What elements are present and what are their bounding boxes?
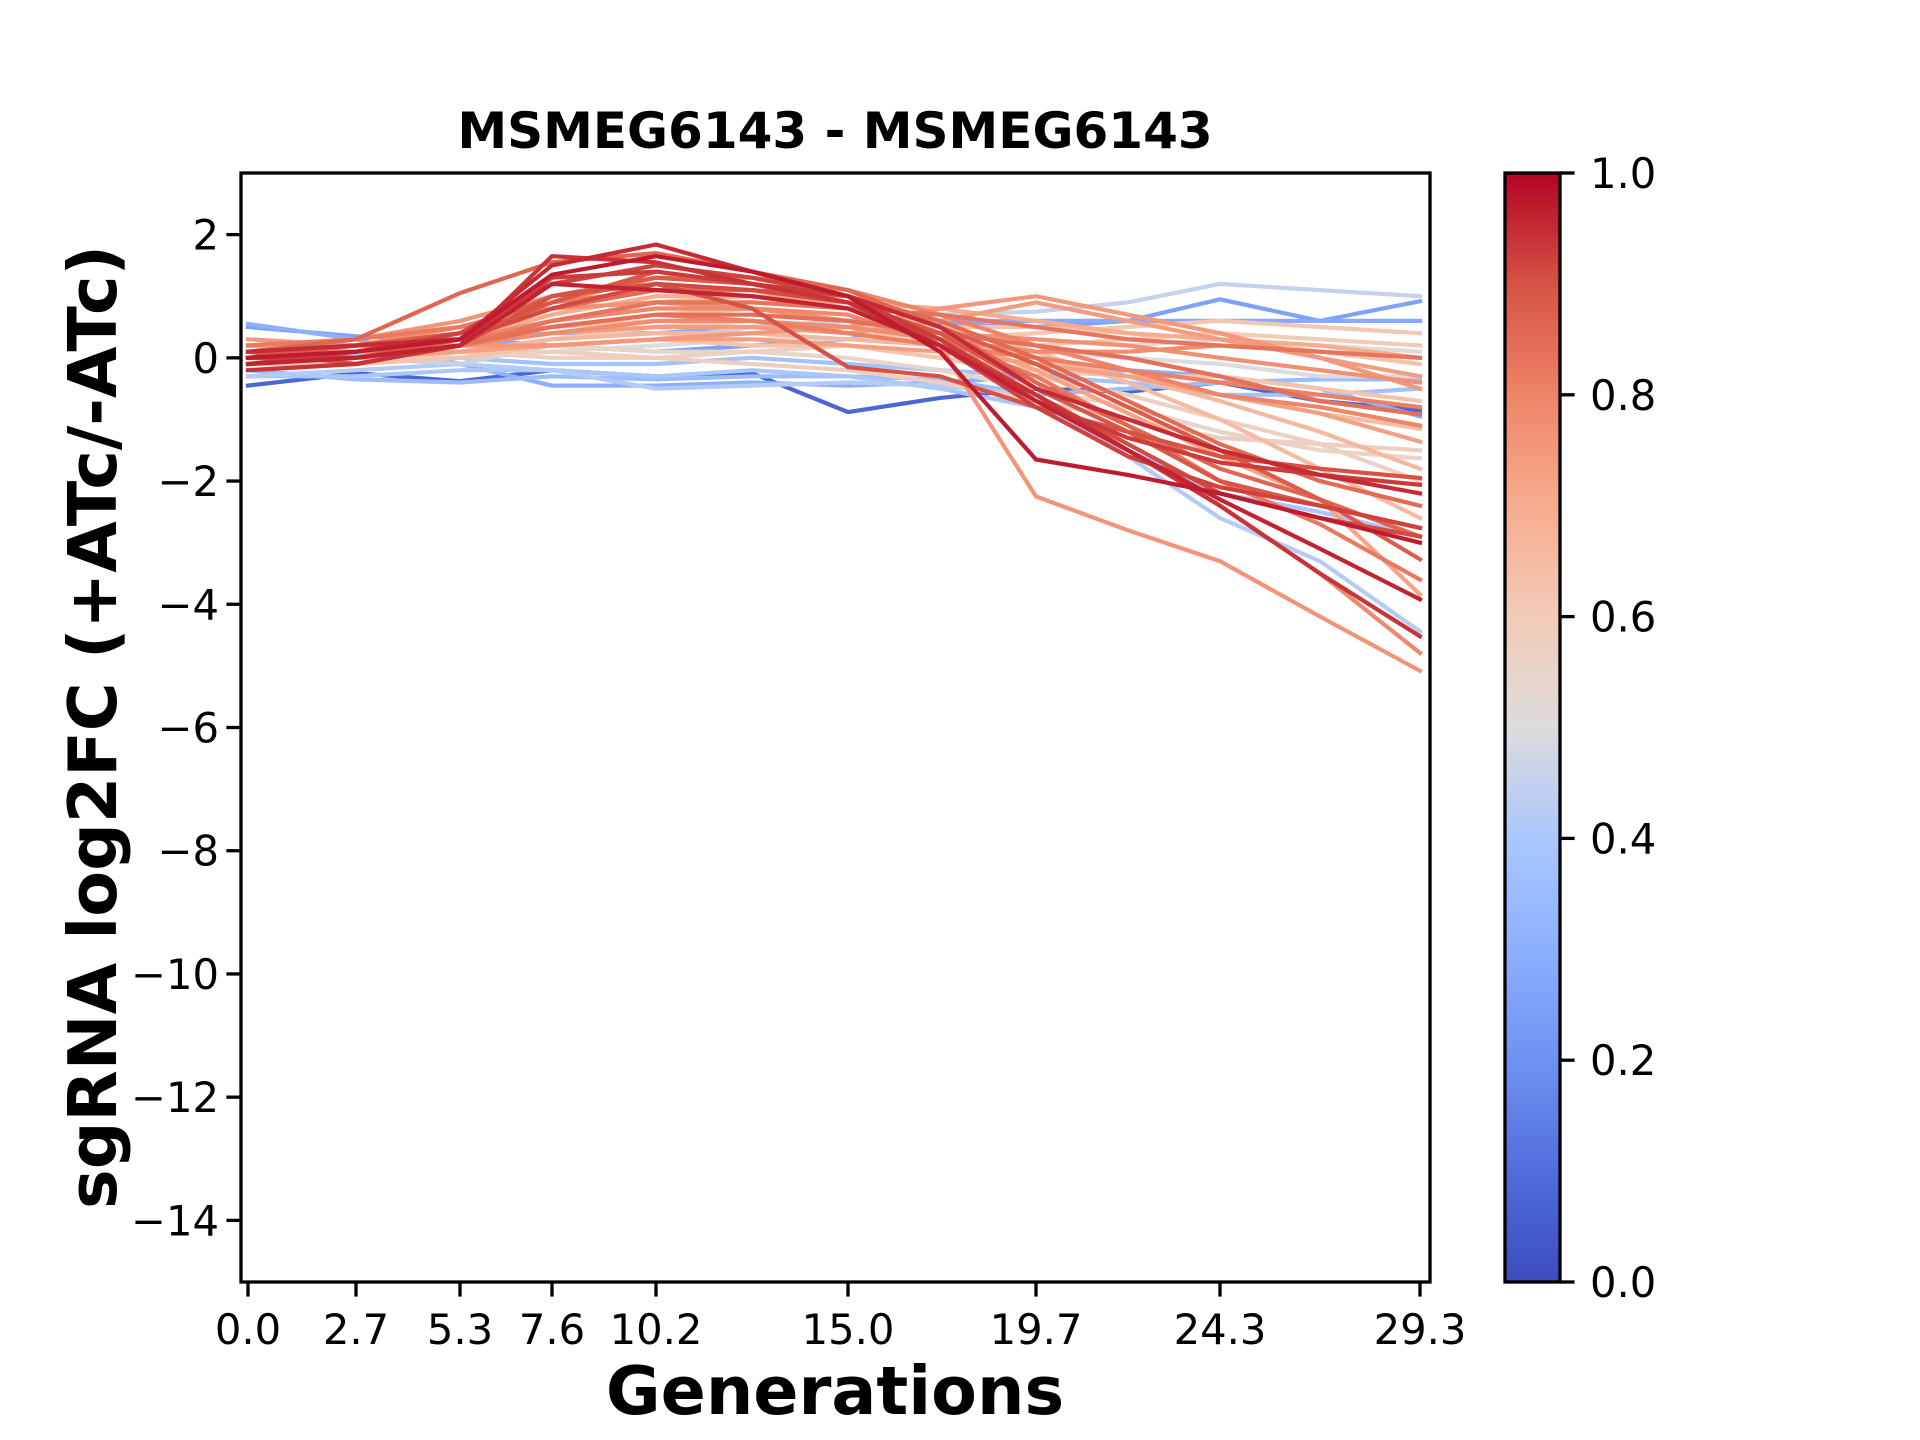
y-tick-label: −14: [131, 1196, 219, 1245]
series-line-45: [245, 281, 1423, 603]
colorbar-frame: [1503, 171, 1562, 1284]
y-tick-label: −6: [158, 704, 219, 753]
y-axis-ticks: 2 0 −2 −4 −6 −8 −10 −12 −14: [131, 211, 241, 1245]
data-lines: [245, 242, 1423, 674]
colorbar-ticks: 0.0 0.2 0.4 0.6 0.8 1.0: [1560, 149, 1656, 1307]
x-tick-label: 19.7: [990, 1305, 1083, 1354]
series-line-36: [245, 250, 1423, 540]
x-axis-ticks: 0.0 2.7 5.3 7.6 10.2 15.0 19.7 24.3 29.3: [215, 1282, 1467, 1354]
y-tick-label: −4: [158, 580, 219, 629]
x-tick-label: 2.7: [323, 1305, 389, 1354]
x-tick-label: 5.3: [427, 1305, 493, 1354]
colorbar-tick-label: 1.0: [1590, 149, 1656, 198]
colorbar-tick-label: 0.8: [1590, 371, 1656, 420]
y-tick-label: −12: [131, 1073, 219, 1122]
series-line-46: [245, 254, 1423, 546]
x-tick-label: 0.0: [215, 1305, 281, 1354]
y-tick-label: 2: [192, 211, 219, 260]
y-tick-label: −8: [158, 827, 219, 876]
x-tick-label: 29.3: [1374, 1305, 1467, 1354]
colorbar-gradient: [1505, 173, 1560, 1282]
y-tick-label: −10: [131, 950, 219, 999]
x-tick-label: 7.6: [519, 1305, 585, 1354]
colorbar-tick-label: 0.0: [1590, 1258, 1656, 1307]
x-axis-label: Generations: [606, 1352, 1064, 1430]
y-tick-label: 0: [192, 334, 219, 383]
chart-title: MSMEG6143 - MSMEG6143: [457, 102, 1212, 160]
y-tick-label: −2: [158, 457, 219, 506]
x-tick-label: 24.3: [1174, 1305, 1267, 1354]
colorbar: 0.0 0.2 0.4 0.6 0.8 1.0: [1503, 149, 1656, 1307]
y-axis-label: sgRNA log2FC (+ATc/-ATc): [54, 245, 132, 1209]
x-tick-label: 15.0: [802, 1305, 895, 1354]
colorbar-tick-label: 0.4: [1590, 814, 1656, 863]
colorbar-tick-label: 0.2: [1590, 1036, 1656, 1085]
colorbar-tick-label: 0.6: [1590, 593, 1656, 642]
x-tick-label: 10.2: [610, 1305, 703, 1354]
